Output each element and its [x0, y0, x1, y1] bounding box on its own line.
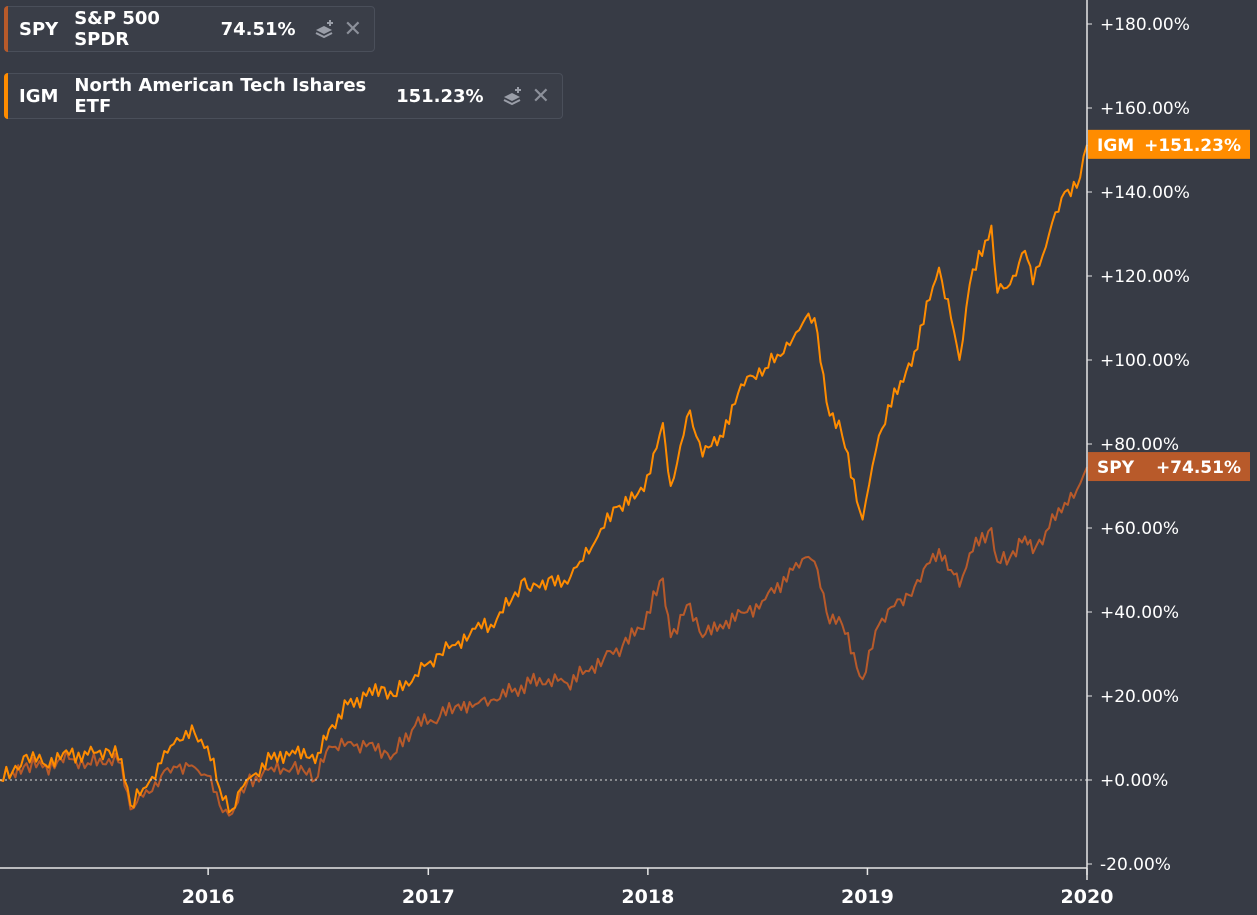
x-tick-label: 2018 [621, 886, 674, 908]
y-tick-label: +0.00% [1100, 771, 1168, 791]
series-layer [0, 144, 1088, 817]
y-tick-label: +160.00% [1100, 99, 1190, 119]
x-tick-label: 2020 [1061, 886, 1114, 908]
legend-item-igm[interactable]: IGM North American Tech Ishares ETF 151.… [4, 73, 563, 119]
series-color-bar [4, 6, 8, 52]
legend-name: S&P 500 SPDR [74, 8, 160, 50]
y-tick-label: -20.00% [1100, 855, 1171, 875]
y-tick-label: +60.00% [1100, 519, 1179, 539]
y-tick-label: +120.00% [1100, 267, 1190, 287]
legend-name: North American Tech Ishares ETF [74, 75, 367, 117]
layers-plus-icon[interactable] [314, 18, 336, 40]
close-icon[interactable]: ✕ [343, 16, 362, 42]
x-tick-label: 2017 [402, 886, 455, 908]
legend-percent: 151.23% [396, 85, 484, 107]
y-tick-label: +40.00% [1100, 603, 1179, 623]
x-tick-label: 2019 [841, 886, 894, 908]
last-value-tag-spy: SPY +74.51% [1088, 452, 1250, 482]
tag-value: +74.51% [1156, 458, 1241, 478]
y-tick-label: +180.00% [1100, 15, 1190, 35]
tag-value: +151.23% [1144, 136, 1241, 156]
last-value-tag-igm: IGM +151.23% [1088, 129, 1250, 159]
tag-symbol: SPY [1097, 458, 1135, 478]
x-axis: 2016 2017 2018 2019 2020 [182, 868, 1114, 908]
legend-percent: 74.51% [220, 18, 296, 40]
close-icon[interactable]: ✕ [531, 83, 550, 109]
legend-item-spy[interactable]: SPY S&P 500 SPDR 74.51% ✕ [4, 6, 375, 52]
layers-plus-icon[interactable] [502, 85, 524, 107]
legend-symbol: IGM [19, 85, 59, 107]
legend-symbol: SPY [19, 18, 59, 40]
x-tick-label: 2016 [182, 886, 235, 908]
series-line-spy [0, 466, 1088, 817]
tag-symbol: IGM [1097, 136, 1134, 156]
y-axis: -20.00% +0.00% +20.00% +40.00% +60.00% +80.00… [1087, 15, 1190, 875]
series-line-igm [0, 144, 1088, 814]
y-tick-label: +20.00% [1100, 687, 1179, 707]
series-color-bar [4, 73, 8, 119]
y-tick-label: +140.00% [1100, 183, 1190, 203]
y-tick-label: +100.00% [1100, 351, 1190, 371]
y-tick-label: +80.00% [1100, 435, 1179, 455]
last-value-tags: IGM +151.23% SPY +74.51% [1088, 129, 1250, 482]
